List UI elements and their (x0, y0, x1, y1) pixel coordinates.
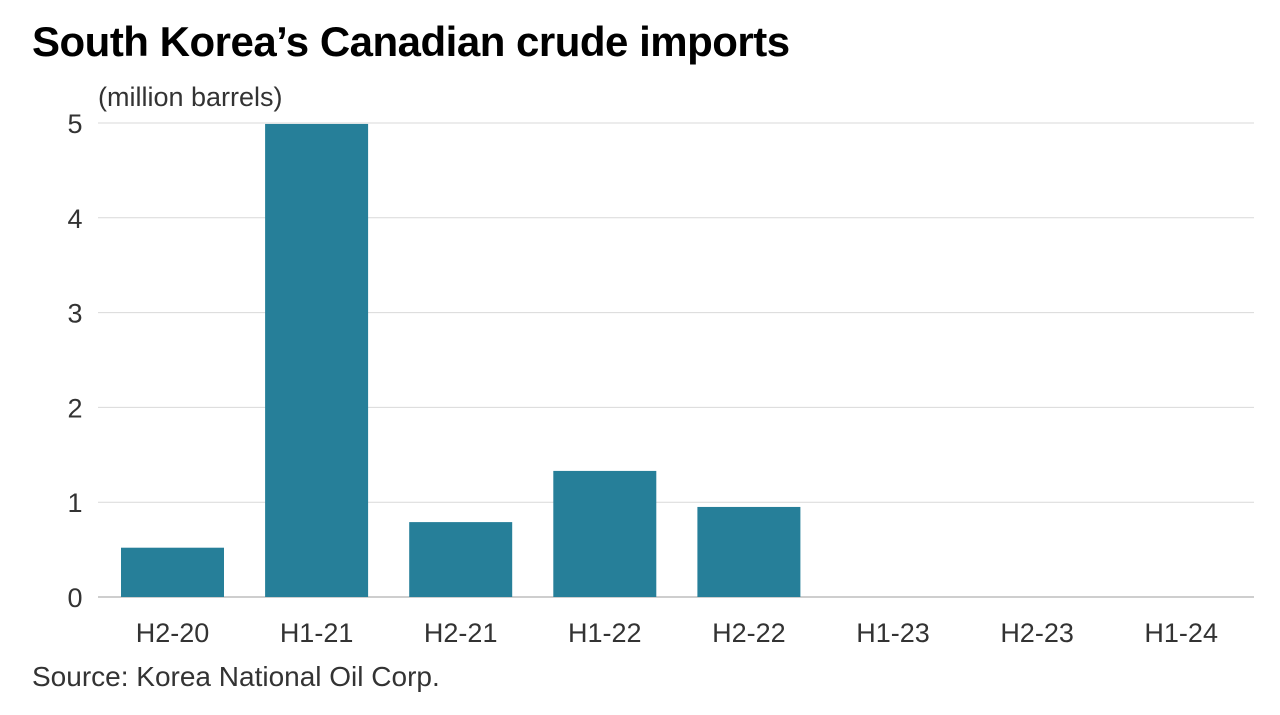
x-tick-label: H1-24 (1144, 618, 1218, 648)
bars (121, 123, 801, 597)
bar-h2-22 (697, 506, 801, 597)
y-tick-label: 1 (67, 488, 82, 518)
y-tick-label: 3 (67, 299, 82, 329)
bar-h2-21 (409, 522, 513, 597)
x-tick-label: H2-20 (136, 618, 210, 648)
chart-title: South Korea’s Canadian crude imports (32, 18, 790, 65)
x-tick-label: H1-22 (568, 618, 642, 648)
x-tick-label: H1-21 (280, 618, 354, 648)
y-tick-label: 4 (67, 204, 82, 234)
source-note: Source: Korea National Oil Corp. (32, 661, 440, 692)
y-tick-label: 2 (67, 393, 82, 423)
y-tick-label: 0 (67, 583, 82, 613)
x-tick-label: H1-23 (856, 618, 930, 648)
bar-h1-21 (265, 123, 369, 597)
x-tick-label: H2-21 (424, 618, 498, 648)
x-tick-label: H2-22 (712, 618, 786, 648)
x-tick-label: H2-23 (1000, 618, 1074, 648)
x-axis-ticks: H2-20 H1-21 H2-21 H1-22 H2-22 H1-23 H2-23 H1-24 (136, 618, 1218, 648)
y-axis-unit-label: (million barrels) (98, 82, 283, 112)
bar-h1-22 (553, 470, 657, 597)
y-tick-label: 5 (67, 109, 82, 139)
y-axis-ticks: 0 1 2 3 4 5 (67, 109, 82, 613)
bar-h2-20 (121, 547, 224, 597)
